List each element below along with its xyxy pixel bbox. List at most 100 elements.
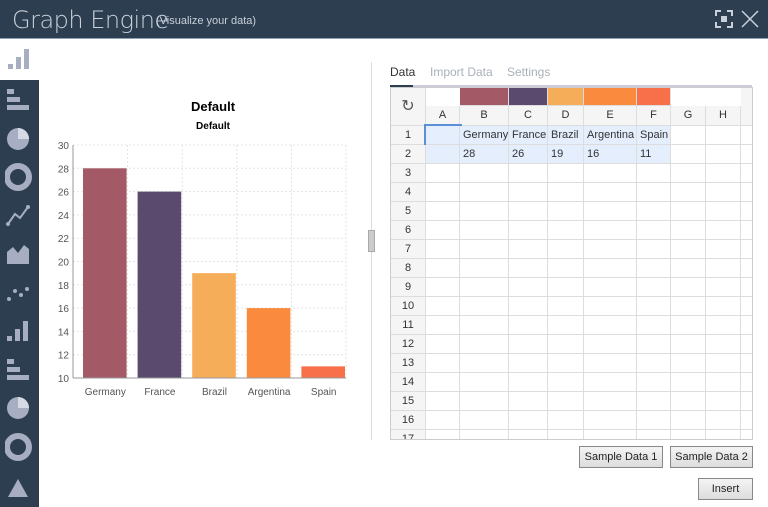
grid-cell[interactable] [637,183,671,202]
grid-cell[interactable]: 26 [509,145,548,164]
grid-cell[interactable] [460,411,509,430]
grid-cell[interactable] [426,316,460,335]
row-header[interactable]: 5 [391,202,426,221]
grid-cell[interactable] [741,278,752,297]
grid-cell[interactable] [584,354,637,373]
grid-cell[interactable] [548,221,584,240]
grid-cell[interactable] [426,335,460,354]
grid-cell[interactable] [706,240,741,259]
grid-cell[interactable] [584,278,637,297]
grid-cell[interactable] [637,335,671,354]
grid-cell[interactable] [741,221,752,240]
pie-chart-icon[interactable] [5,394,33,422]
grid-cell[interactable] [426,373,460,392]
grid-cell[interactable] [671,373,706,392]
grid-cell[interactable] [548,411,584,430]
grid-cell[interactable] [509,164,548,183]
grid-cell[interactable] [671,316,706,335]
grid-cell[interactable] [637,373,671,392]
grid-cell[interactable] [741,126,752,145]
grid-cell[interactable] [548,240,584,259]
row-header[interactable]: 16 [391,411,426,430]
grid-cell[interactable] [584,373,637,392]
grid-cell[interactable] [741,240,752,259]
grid-cell[interactable] [509,411,548,430]
grid-cell[interactable] [460,316,509,335]
tab-data[interactable]: Data [390,65,416,79]
grid-cell[interactable] [671,297,706,316]
grid-cell[interactable] [741,392,752,411]
row-header[interactable]: 10 [391,297,426,316]
insert-button[interactable]: Insert [698,478,753,500]
grid-cell[interactable] [706,183,741,202]
row-header[interactable]: 2 [391,145,426,164]
grid-cell[interactable] [741,411,752,430]
grid-cell[interactable] [548,259,584,278]
grid-cell[interactable]: Brazil [548,126,584,145]
grid-cell[interactable] [584,202,637,221]
grid-cell[interactable] [460,354,509,373]
grid-cell[interactable] [509,430,548,439]
bar-france[interactable] [137,191,182,378]
grid-cell[interactable] [584,430,637,439]
row-header[interactable]: 1 [391,126,426,145]
grid-cell[interactable] [460,335,509,354]
grid-cell[interactable] [741,297,752,316]
grid-cell[interactable] [637,278,671,297]
row-header[interactable]: 17 [391,430,426,439]
column-header-F[interactable]: F [637,106,671,126]
grid-cell[interactable] [706,278,741,297]
row-header[interactable]: 15 [391,392,426,411]
column-color-swatch[interactable] [460,88,509,106]
grid-cell[interactable] [548,164,584,183]
column-header-H[interactable]: H [706,106,741,126]
grid-cell[interactable]: 28 [460,145,509,164]
grid-cell[interactable] [509,392,548,411]
grid-cell[interactable] [548,392,584,411]
grid-cell[interactable] [671,240,706,259]
resize-handle[interactable] [368,230,375,252]
grid-cell[interactable] [548,354,584,373]
grid-cell[interactable] [426,164,460,183]
grid-cell[interactable] [671,164,706,183]
grid-cell[interactable] [548,202,584,221]
grid-cell[interactable] [460,221,509,240]
grid-cell[interactable] [548,316,584,335]
grid-cell[interactable] [637,202,671,221]
refresh-button[interactable]: ↻ [391,88,426,126]
grid-cell[interactable] [706,335,741,354]
grid-cell[interactable] [548,183,584,202]
grid-cell[interactable] [426,240,460,259]
grid-cell[interactable] [584,259,637,278]
grid-cell[interactable] [637,430,671,439]
grid-cell[interactable] [509,297,548,316]
grid-cell[interactable] [584,392,637,411]
row-header[interactable]: 12 [391,335,426,354]
column-color-swatch[interactable] [637,88,671,106]
grid-cell[interactable] [584,335,637,354]
grid-cell[interactable] [741,430,752,439]
grid-cell[interactable] [584,240,637,259]
grid-cell[interactable] [706,430,741,439]
horizontal-bar-chart-icon[interactable] [5,86,33,114]
row-header[interactable]: 4 [391,183,426,202]
bar-germany[interactable] [83,168,127,378]
grid-cell[interactable] [426,183,460,202]
grid-cell[interactable] [460,430,509,439]
bar-brazil[interactable] [192,273,236,378]
spreadsheet[interactable]: ↻ A B C D E F G H 1 Germany France Brazil Argentina Sp… [390,87,753,440]
grid-cell[interactable] [637,259,671,278]
grid-cell[interactable] [460,202,509,221]
grid-cell[interactable] [460,259,509,278]
grid-cell[interactable] [637,316,671,335]
grid-cell[interactable] [426,354,460,373]
grid-cell[interactable] [671,259,706,278]
row-header[interactable]: 13 [391,354,426,373]
grid-cell[interactable] [671,411,706,430]
grid-cell[interactable] [548,278,584,297]
grid-cell[interactable] [548,335,584,354]
grid-cell[interactable] [509,278,548,297]
grid-cell[interactable] [584,411,637,430]
grid-cell[interactable] [509,373,548,392]
row-header[interactable]: 8 [391,259,426,278]
